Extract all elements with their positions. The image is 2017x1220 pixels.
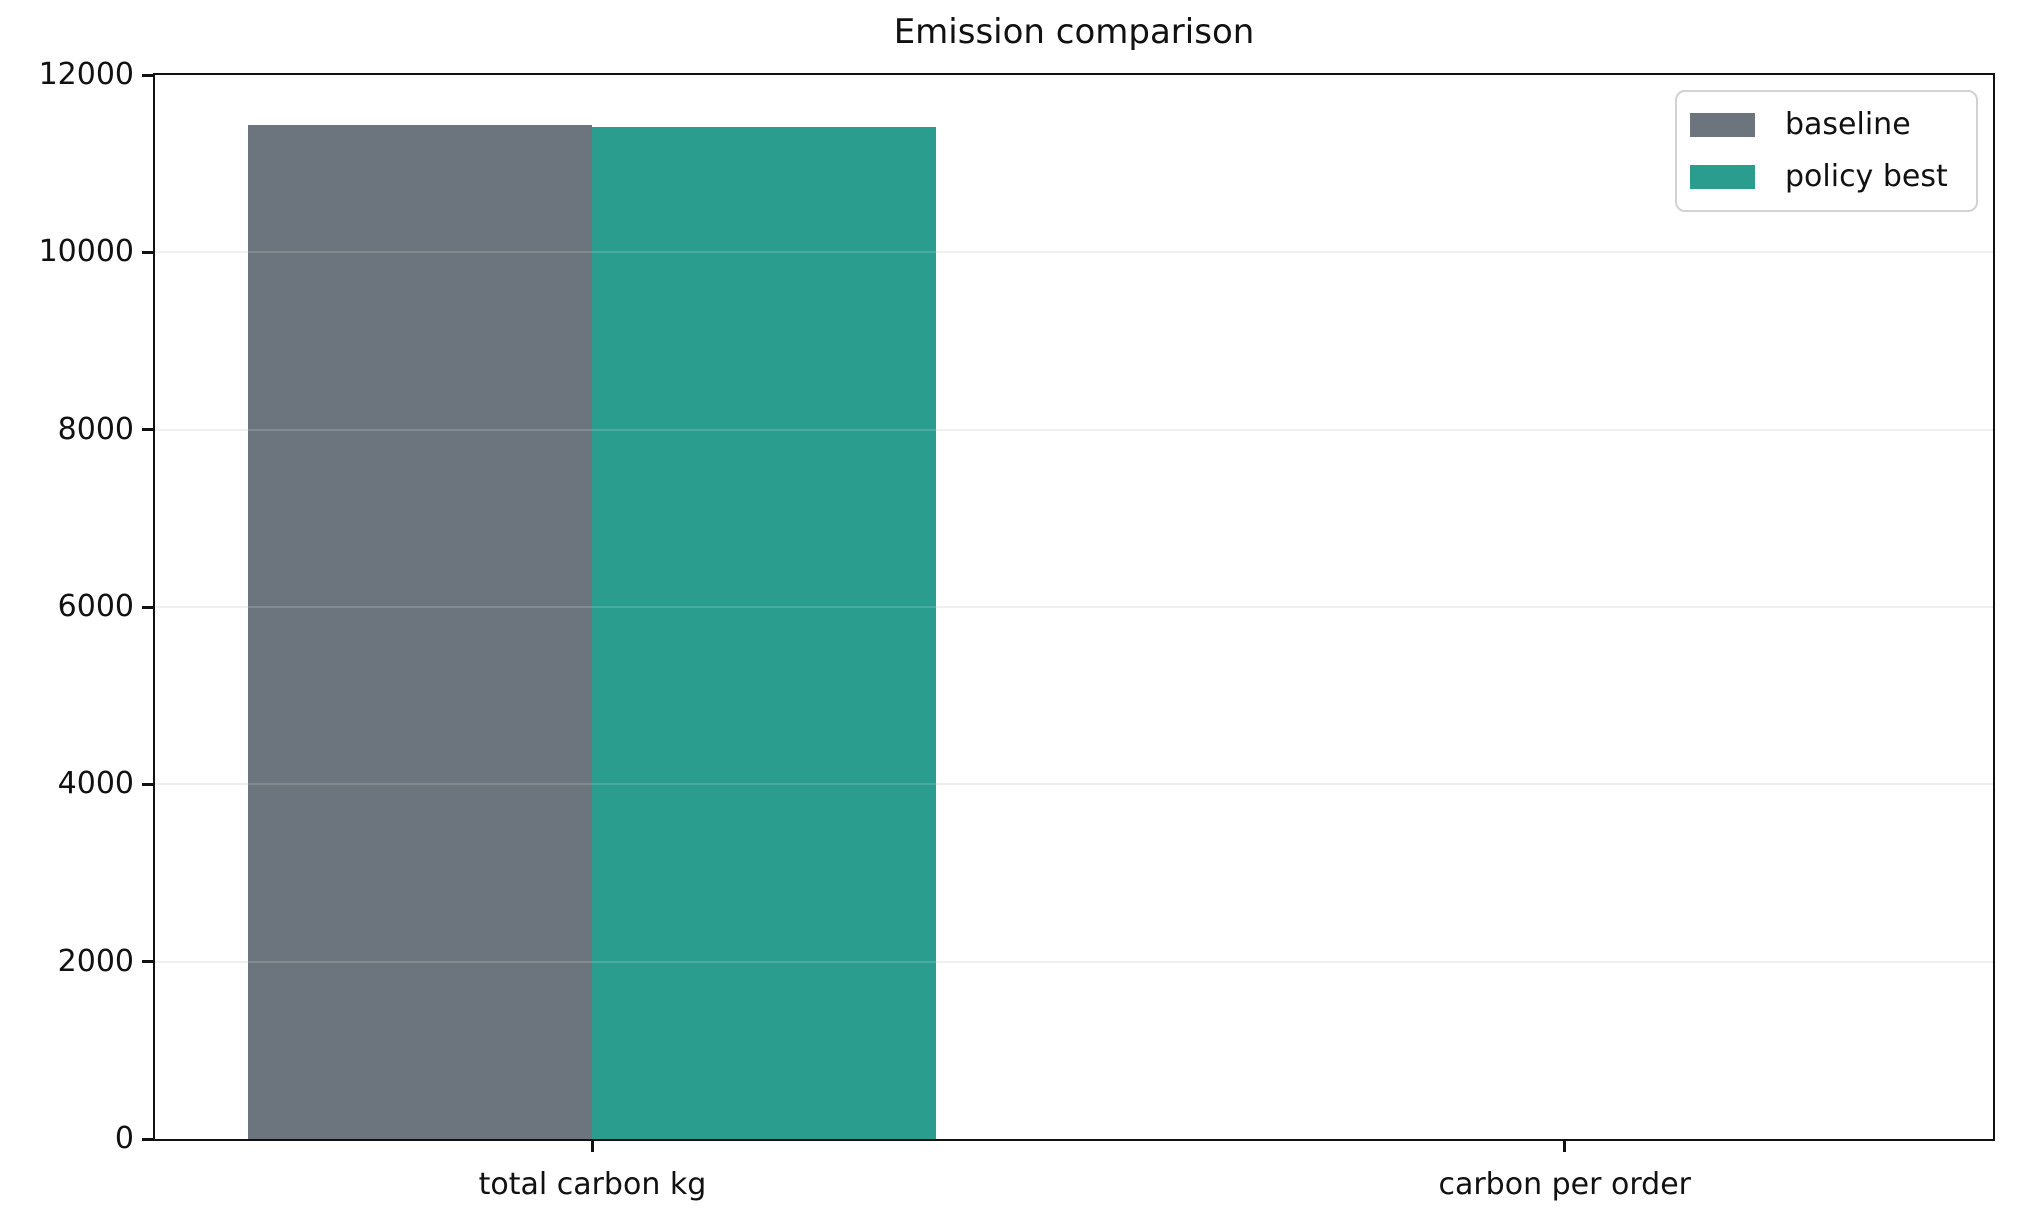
gridline-overlay-4000: [155, 783, 1993, 786]
y-tick-label-0: 0: [114, 1121, 134, 1156]
y-tick-label-8000: 8000: [57, 411, 134, 447]
gridline-6000: [155, 606, 1993, 608]
y-tick-0: [142, 1137, 155, 1141]
y-tick-2000: [142, 960, 155, 964]
y-tick-4000: [142, 782, 155, 786]
legend-item-policy-best: policy best: [1690, 157, 1960, 197]
gridline-overlay-6000: [155, 606, 1993, 608]
gridline-2000: [155, 960, 1993, 963]
y-tick-label-2000: 2000: [57, 943, 134, 979]
legend-item-baseline: baseline: [1690, 105, 1960, 145]
legend-swatch-policy-best: [1690, 165, 1755, 189]
x-tick-1: [1563, 1139, 1567, 1152]
gridline-overlay-10000: [155, 251, 1993, 254]
y-tick-label-10000: 10000: [38, 234, 134, 270]
y-tick-label-12000: 12000: [38, 57, 134, 92]
x-tick-label-1: carbon per order: [1438, 1167, 1691, 1202]
x-tick-0: [590, 1139, 594, 1152]
gridline-overlay-2000: [155, 960, 1993, 963]
x-tick-label-0: total carbon kg: [478, 1167, 707, 1202]
y-tick-8000: [142, 428, 155, 432]
legend: baseline policy best: [1675, 90, 1978, 212]
legend-label-policy-best: policy best: [1785, 159, 1948, 194]
y-tick-6000: [142, 605, 155, 609]
gridline-overlay-8000: [155, 428, 1993, 431]
y-tick-label-6000: 6000: [57, 589, 134, 624]
gridline-4000: [155, 783, 1993, 786]
gridline-10000: [155, 251, 1993, 254]
y-tick-10000: [142, 250, 155, 254]
y-tick-12000: [142, 73, 155, 77]
legend-label-baseline: baseline: [1785, 107, 1911, 142]
y-tick-label-4000: 4000: [57, 766, 134, 802]
chart-title: Emission comparison: [893, 12, 1255, 52]
bar-policy-best-total-carbon-kg: [592, 127, 937, 1139]
legend-swatch-baseline: [1690, 113, 1755, 137]
bar-baseline-total-carbon-kg: [248, 124, 593, 1139]
gridline-8000: [155, 428, 1993, 431]
